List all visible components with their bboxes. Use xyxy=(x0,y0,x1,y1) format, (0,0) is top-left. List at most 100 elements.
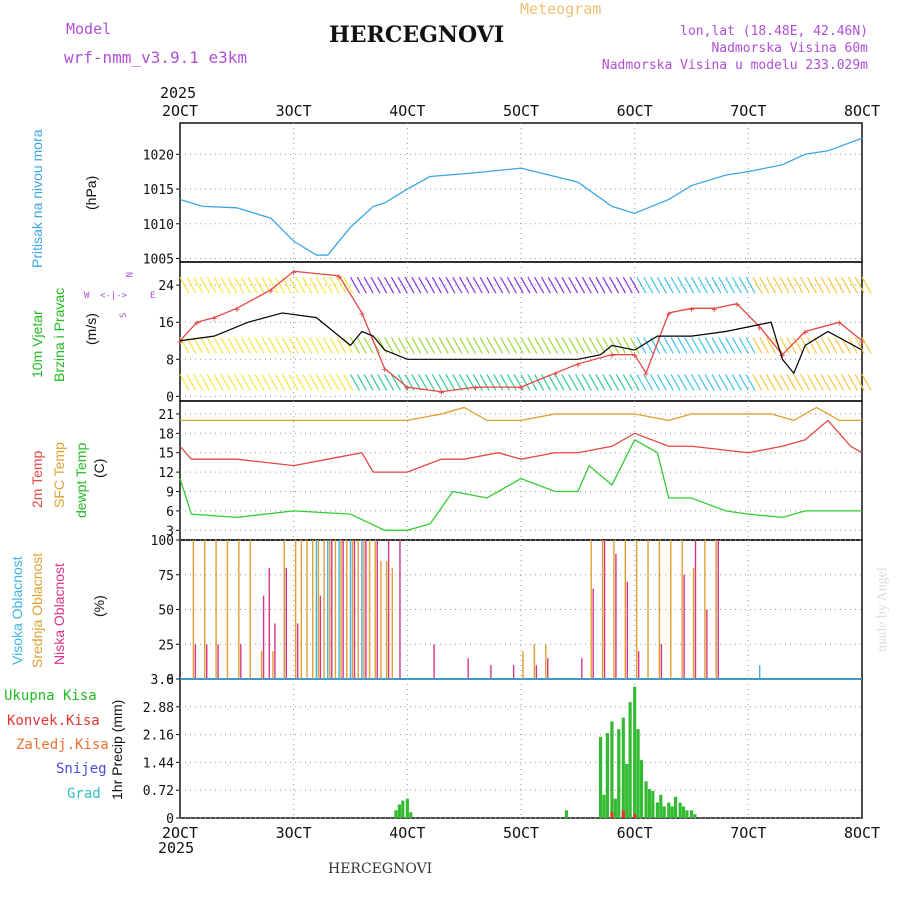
wind-direction-line xyxy=(179,312,863,375)
bottom-tick-label: 2OCT xyxy=(162,824,198,842)
wind-barb xyxy=(268,374,279,391)
wind-barb xyxy=(786,374,797,391)
wind-barb xyxy=(254,374,265,391)
wind-barb xyxy=(459,276,470,294)
wind-barb xyxy=(588,374,599,391)
wind-barb xyxy=(261,337,272,354)
wind-barb xyxy=(234,374,245,391)
wind-barb xyxy=(363,374,374,391)
y-tick-label: 1010 xyxy=(143,218,174,233)
cloud-label-3: Niska Oblacnost xyxy=(51,563,67,665)
total-precip-bar xyxy=(633,686,637,818)
pressure-line xyxy=(179,137,863,256)
temp-label-3: dewpt Temp xyxy=(73,443,89,518)
wind-barb xyxy=(411,374,422,391)
wind-barb xyxy=(295,337,306,354)
wind-barb xyxy=(424,374,436,391)
bottom-tick-label: 5OCT xyxy=(503,824,539,842)
y-tick-label: 50 xyxy=(158,604,174,619)
wind-barb xyxy=(302,337,313,354)
coords: lon,lat (18.48E, 42.46N) xyxy=(680,24,868,39)
precip-legend-total: Ukupna Kisa xyxy=(4,688,97,704)
total-precip-bar xyxy=(689,810,694,818)
wind-barb xyxy=(363,276,374,294)
total-precip-bar xyxy=(394,810,398,818)
wind-barb xyxy=(677,374,688,391)
wind-barb xyxy=(636,276,647,294)
wind-barb xyxy=(199,337,210,354)
wind-barb xyxy=(527,276,538,294)
wind-barb xyxy=(520,374,531,391)
wind-barb xyxy=(718,374,729,391)
wind-barb xyxy=(534,337,545,354)
wind-barb xyxy=(554,337,565,354)
wind-barb xyxy=(834,276,845,294)
wind-speed-marker: + xyxy=(404,383,410,394)
wind-barb xyxy=(254,337,265,354)
total-precip-bar xyxy=(651,790,655,818)
wind-barb xyxy=(445,276,456,294)
wind-barb xyxy=(622,276,633,294)
wind-barb xyxy=(663,276,674,294)
y-tick-label: 1015 xyxy=(143,183,174,198)
wind-barb xyxy=(445,337,456,354)
wind-barb xyxy=(465,337,476,354)
wind-barb xyxy=(493,337,504,354)
wind-barb xyxy=(397,276,408,294)
y-tick-label: 0.72 xyxy=(143,784,174,799)
bottom-tick-label: 3OCT xyxy=(276,824,312,842)
total-precip-bar xyxy=(639,760,644,818)
wind-barb xyxy=(513,374,524,391)
wind-barb xyxy=(247,337,258,354)
wind-barb xyxy=(336,276,347,294)
total-precip-bar xyxy=(397,804,401,818)
total-precip-bar xyxy=(610,721,614,818)
wind-barb xyxy=(384,374,395,391)
wind-speed-marker: + xyxy=(336,272,342,283)
wind-barb xyxy=(854,337,865,354)
wind-barb xyxy=(179,374,190,391)
wind-barb xyxy=(227,276,238,294)
wind-barb xyxy=(581,276,592,294)
wind-barb xyxy=(568,374,579,391)
wind-barb xyxy=(179,276,190,294)
y-tick-label: 0 xyxy=(166,390,174,405)
wind-speed-marker: + xyxy=(757,323,763,334)
wind-barb xyxy=(786,276,797,294)
wind-barb xyxy=(193,374,204,391)
wind-barb xyxy=(274,337,286,354)
wind-barb xyxy=(506,337,517,354)
wind-speed-marker: + xyxy=(177,337,183,348)
wind-barb xyxy=(861,337,872,354)
wind-barb xyxy=(322,276,333,294)
wind-barb xyxy=(793,337,804,354)
wind-barb xyxy=(663,374,674,391)
wind-barb xyxy=(561,337,572,354)
wind-barb xyxy=(452,337,463,354)
wind-barb xyxy=(199,374,210,391)
y-tick-label: 2.16 xyxy=(143,729,174,744)
wind-unit: (m/s) xyxy=(83,313,99,345)
wind-barb xyxy=(186,276,197,294)
wind-barb xyxy=(588,276,599,294)
wind-barb xyxy=(370,374,381,391)
wind-barb xyxy=(418,337,429,354)
wind-barb xyxy=(493,276,504,294)
wind-barb xyxy=(418,276,429,294)
wind-speed-marker: + xyxy=(836,318,842,329)
wind-barb xyxy=(615,374,627,391)
wind-barb xyxy=(404,276,415,294)
wind-barb xyxy=(281,337,292,354)
wind-barb xyxy=(534,374,545,391)
wind-barb xyxy=(670,337,681,354)
wind-barb xyxy=(834,337,845,354)
y-tick-label: 18 xyxy=(158,427,174,442)
wind-barb xyxy=(438,337,449,354)
wind-barb xyxy=(602,276,613,294)
top-tick-label: 5OCT xyxy=(503,102,539,120)
bottom-tick-label: 8OCT xyxy=(844,824,880,842)
wind-barb xyxy=(240,374,251,391)
wind-barb xyxy=(656,374,667,391)
wind-barb xyxy=(595,337,606,354)
